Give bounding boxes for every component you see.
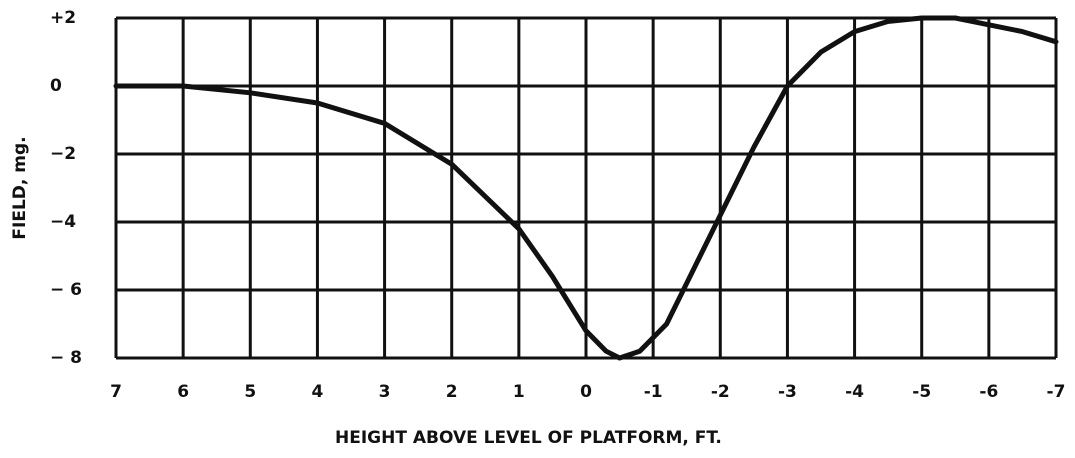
y-tick-label: 0 <box>50 76 62 96</box>
x-tick-label: 2 <box>446 382 458 402</box>
x-tick-label: -6 <box>979 382 998 402</box>
x-tick-label: 7 <box>110 382 122 402</box>
y-tick-label: +2 <box>50 8 76 28</box>
data-line <box>113 15 1059 361</box>
x-tick-label: 6 <box>177 382 189 402</box>
x-tick-label: -5 <box>912 382 931 402</box>
y-tick-label: −4 <box>50 212 76 232</box>
x-tick-label: 3 <box>379 382 391 402</box>
y-tick-label: − 8 <box>50 348 82 368</box>
x-tick-label: 4 <box>312 382 324 402</box>
y-axis-label: FIELD, mg. <box>10 136 30 239</box>
x-tick-label: 0 <box>580 382 592 402</box>
x-tick-label: -3 <box>778 382 797 402</box>
x-axis-label: HEIGHT ABOVE LEVEL OF PLATFORM, FT. <box>335 428 722 448</box>
y-tick-label: −2 <box>50 144 76 164</box>
x-tick-label: -1 <box>644 382 663 402</box>
x-tick-label: 1 <box>513 382 525 402</box>
x-tick-label: -7 <box>1047 382 1066 402</box>
x-tick-label: 5 <box>244 382 256 402</box>
x-tick-label: -4 <box>845 382 864 402</box>
y-tick-label: − 6 <box>50 280 82 300</box>
x-tick-label: -2 <box>711 382 730 402</box>
